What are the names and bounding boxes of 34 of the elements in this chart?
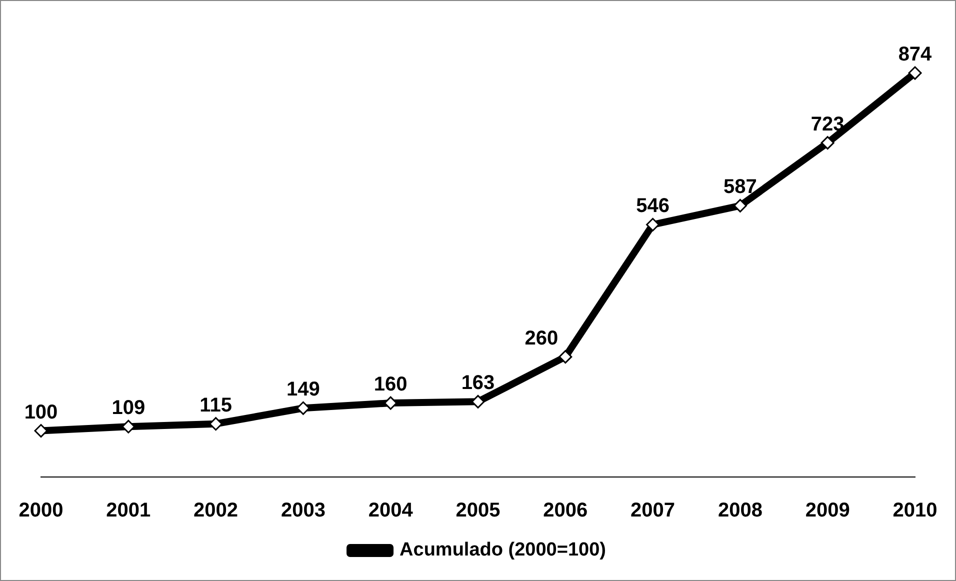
point [122, 420, 136, 434]
data-label: 546 [636, 195, 670, 218]
point [733, 198, 747, 212]
data-label: 163 [461, 372, 495, 394]
x-tick-label: 2009 [805, 500, 850, 522]
x-tick-label: 2002 [194, 500, 238, 522]
x-tick-label: 2000 [18, 500, 64, 522]
point [384, 396, 398, 410]
x-tick-label: 2004 [368, 500, 414, 522]
point [471, 394, 485, 408]
point [558, 350, 572, 364]
x-tick-label: 2008 [718, 500, 762, 522]
point [296, 401, 310, 415]
data-label: 149 [286, 378, 320, 401]
data-label: 723 [810, 113, 844, 136]
data-label: 115 [200, 394, 232, 416]
x-tick-label: 2010 [892, 500, 938, 522]
data-label: 874 [898, 44, 933, 66]
x-tick-label: 2003 [280, 500, 326, 522]
point [209, 417, 223, 431]
x-tick-label: 2001 [106, 500, 151, 522]
x-tick-label: 2007 [630, 500, 676, 522]
point [820, 136, 834, 150]
data-label: 109 [112, 397, 146, 420]
point [908, 66, 922, 80]
data-label: 260 [524, 327, 558, 350]
data-label: 587 [724, 176, 757, 198]
point [646, 218, 660, 232]
x-tick-label: 2006 [543, 500, 588, 522]
data-label: 160 [374, 374, 408, 396]
point [34, 424, 48, 438]
legend-label: Acumulado (2000=100) [400, 540, 606, 561]
x-tick-label: 2005 [456, 500, 500, 522]
data-label: 100 [24, 401, 58, 424]
